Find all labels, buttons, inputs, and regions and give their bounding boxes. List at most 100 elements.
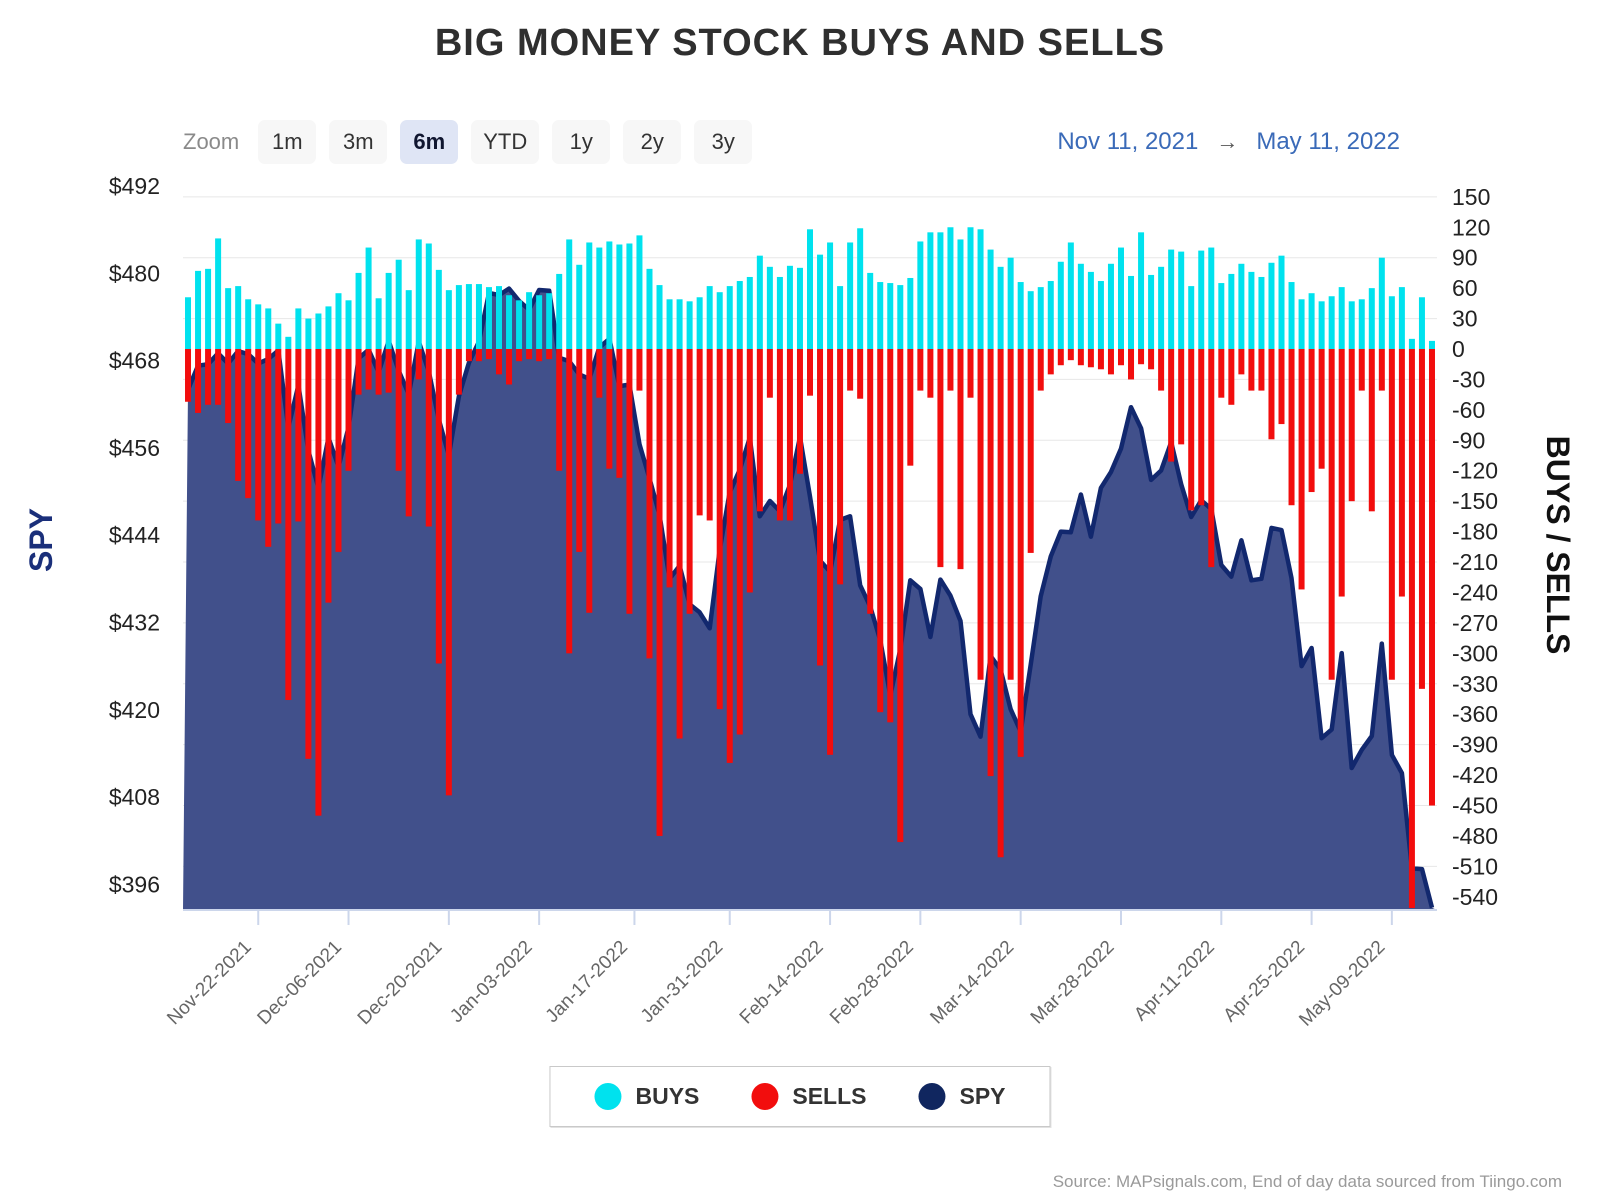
zoom-button-3m[interactable]: 3m	[329, 120, 388, 164]
sells-bar	[1117, 349, 1124, 366]
sells-bar	[345, 349, 352, 471]
sells-bar	[285, 349, 292, 701]
buys-bar	[526, 292, 533, 349]
buys-bar	[536, 295, 543, 349]
buys-bar	[666, 299, 673, 349]
x-axis-label: Mar-14-2022	[926, 937, 1018, 1029]
range-to-value[interactable]: May 11, 2022	[1256, 128, 1400, 155]
sells-bar	[215, 349, 222, 405]
sells-bar	[455, 349, 462, 395]
sells-bar	[957, 349, 964, 570]
buys-bar	[435, 269, 442, 349]
buys-bar	[1198, 250, 1205, 349]
left-axis-tick-label: $480	[109, 260, 160, 286]
zoom-button-3y[interactable]: 3y	[694, 120, 753, 164]
right-axis-tick-label: 0	[1452, 336, 1465, 362]
date-range-display: Nov 11, 2021 → May 11, 2022	[1057, 128, 1400, 156]
right-axis-tick-label: -420	[1452, 762, 1498, 788]
legend-item-spy[interactable]: SPY	[918, 1083, 1006, 1110]
x-axis-label: Dec-06-2021	[254, 937, 347, 1030]
sells-bar	[1017, 349, 1024, 757]
buys-bar	[1328, 296, 1335, 349]
buys-bar	[425, 243, 432, 349]
left-axis-tick-label: $468	[109, 348, 160, 374]
buys-bar	[746, 276, 753, 349]
x-axis-label: Apr-11-2022	[1130, 937, 1219, 1026]
legend-item-sells[interactable]: SELLS	[751, 1083, 867, 1110]
right-axis-tick-label: -510	[1452, 853, 1498, 879]
sells-bar	[1308, 349, 1315, 493]
buys-bar	[1027, 291, 1034, 349]
sells-bar	[1198, 349, 1205, 506]
sells-bar	[997, 349, 1004, 858]
legend-dot-spy	[918, 1083, 946, 1110]
sells-bar	[1087, 349, 1094, 368]
x-axis-label: Dec-20-2021	[354, 937, 447, 1030]
buys-bar	[1138, 232, 1145, 349]
sells-bar	[1348, 349, 1355, 502]
buys-bar	[1077, 263, 1084, 349]
buys-bar	[977, 229, 984, 349]
right-axis-tick-label: -210	[1452, 549, 1498, 575]
sells-bar	[1077, 349, 1084, 366]
sells-bar	[696, 349, 703, 516]
sells-bar	[1258, 349, 1265, 391]
zoom-button-6m[interactable]: 6m	[400, 120, 459, 164]
sells-bar	[275, 349, 282, 524]
range-from-value[interactable]: Nov 11, 2021	[1057, 128, 1199, 155]
chart-title: BIG MONEY STOCK BUYS AND SELLS	[434, 22, 1166, 64]
buys-bar	[1378, 257, 1385, 349]
x-axis-label: Mar-28-2022	[1027, 937, 1119, 1029]
chart-legend: BUYS SELLS SPY	[549, 1066, 1051, 1127]
buys-bar	[1087, 271, 1094, 349]
sells-bar	[485, 349, 492, 360]
buys-bar	[887, 283, 894, 349]
zoom-toolbar: Zoom 1m 3m 6m YTD 1y 2y 3y	[183, 120, 753, 164]
buys-bar	[927, 232, 934, 349]
buys-bar	[1398, 287, 1405, 349]
sells-bar	[1037, 349, 1044, 391]
buys-bar	[375, 298, 382, 349]
sells-bar	[1248, 349, 1255, 391]
buys-bar	[907, 277, 914, 349]
zoom-button-2y[interactable]: 2y	[623, 120, 682, 164]
right-axis-tick-label: -180	[1452, 519, 1498, 545]
buys-bar	[776, 276, 783, 349]
buys-bar	[516, 300, 523, 349]
right-axis-tick-label: -300	[1452, 640, 1498, 666]
left-axis-tick-label: $492	[109, 173, 160, 199]
sells-bar	[917, 349, 924, 391]
source-credit: Source: MAPsignals.com, End of day data …	[1052, 1172, 1562, 1191]
left-axis-tick-label: $456	[109, 435, 160, 461]
zoom-button-1m[interactable]: 1m	[258, 120, 317, 164]
buys-bar	[335, 293, 342, 349]
sells-bar	[335, 349, 342, 552]
sells-bar	[1378, 349, 1385, 391]
range-arrow-icon: →	[1216, 129, 1239, 154]
sells-bar	[516, 349, 523, 362]
sells-bar	[526, 349, 533, 360]
zoom-button-ytd[interactable]: YTD	[471, 120, 540, 164]
buys-bar	[345, 300, 352, 349]
left-axis-tick-label: $408	[109, 784, 160, 810]
sells-bar	[586, 349, 593, 613]
buys-bar	[1268, 262, 1275, 349]
buys-bar	[1348, 301, 1355, 349]
right-axis-tick-label: -120	[1452, 458, 1498, 484]
zoom-button-1y[interactable]: 1y	[552, 120, 611, 164]
right-axis-tick-label: 60	[1452, 275, 1478, 301]
buys-bar	[225, 288, 232, 349]
buys-bar	[295, 308, 302, 349]
buys-bar	[1298, 299, 1305, 349]
legend-item-buys[interactable]: BUYS	[594, 1083, 699, 1110]
x-axis-label: Feb-14-2022	[736, 937, 828, 1029]
sells-bar	[225, 349, 232, 424]
sells-bar	[435, 349, 442, 664]
buys-bar	[676, 299, 683, 349]
left-axis-tick-label: $432	[109, 610, 160, 636]
buys-bar	[205, 268, 212, 349]
sells-bar	[375, 349, 382, 395]
sells-bar	[907, 349, 914, 466]
sells-bar	[786, 349, 793, 521]
buys-bar	[867, 272, 874, 349]
